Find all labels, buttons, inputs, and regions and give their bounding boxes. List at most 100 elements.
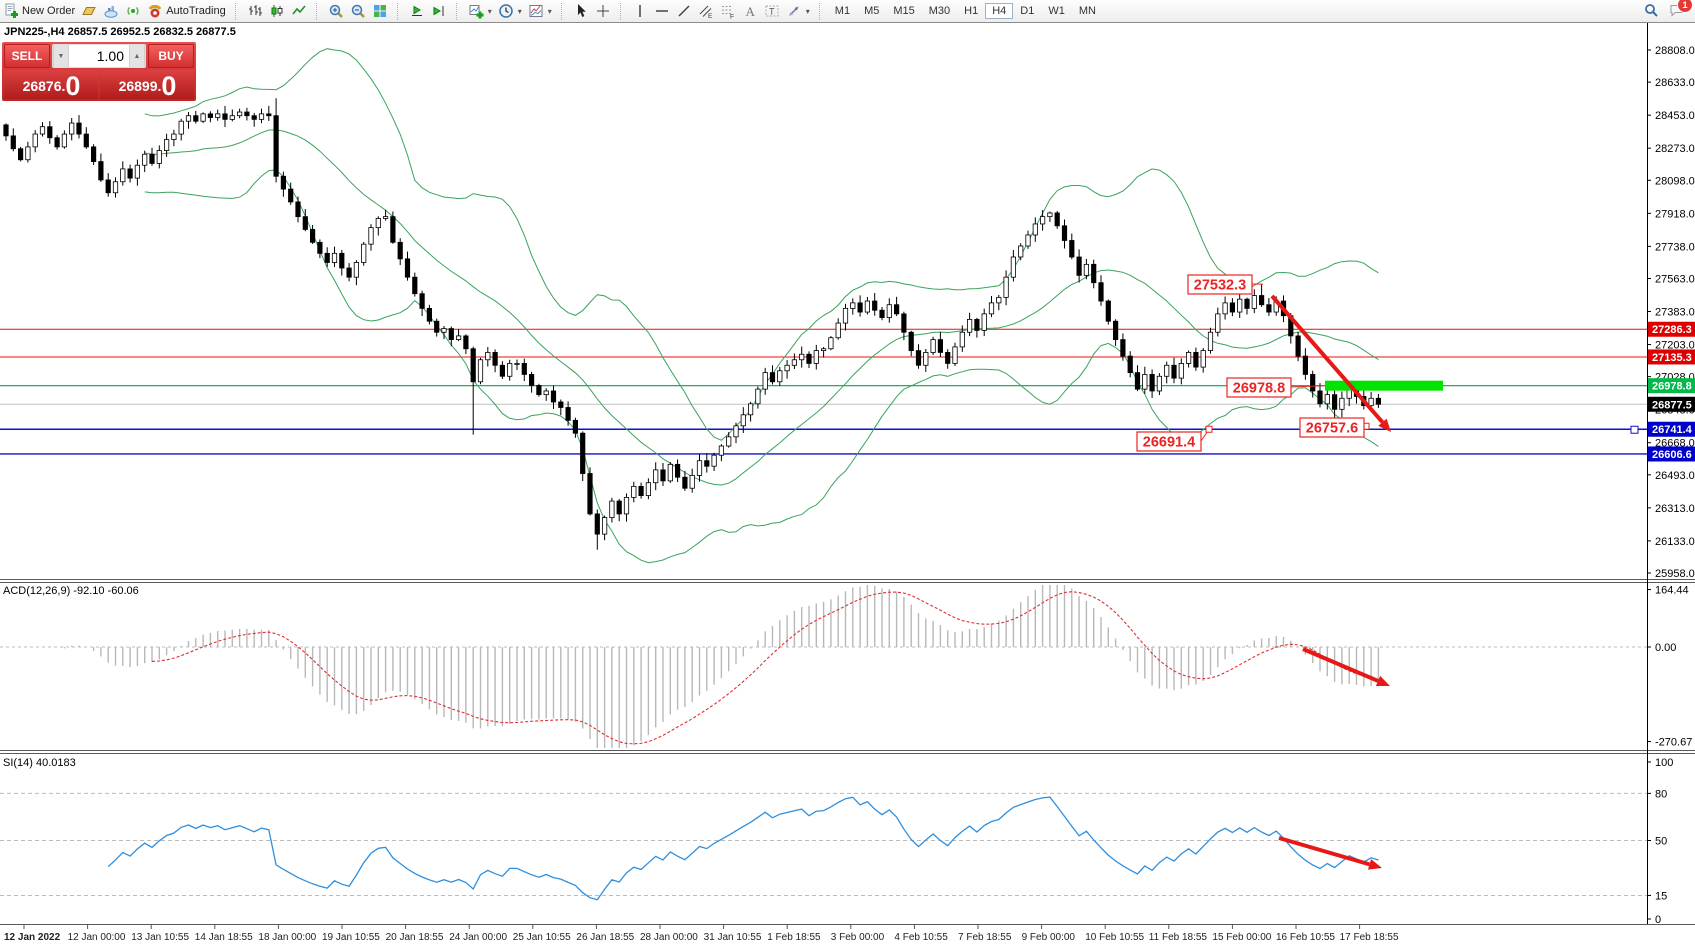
periods-button[interactable]: ▾ — [495, 1, 525, 22]
svg-text:9 Feb 00:00: 9 Feb 00:00 — [1022, 932, 1076, 943]
svg-text:164.44: 164.44 — [1655, 585, 1689, 597]
arrow-tools-button[interactable]: ▾ — [783, 1, 813, 22]
cursor-tool-button[interactable] — [570, 1, 592, 22]
trend-arrow-main[interactable] — [1270, 294, 1391, 432]
svg-text:28273.0: 28273.0 — [1655, 143, 1695, 155]
trendline-tool[interactable] — [673, 1, 695, 22]
text-label-icon: T — [764, 3, 780, 19]
volume-input[interactable] — [69, 45, 129, 67]
price-callout-text: 27532.3 — [1194, 278, 1246, 294]
search-icon — [1643, 3, 1659, 21]
auto-scroll-button[interactable] — [406, 1, 428, 22]
timeframe-w1-button[interactable]: W1 — [1048, 5, 1065, 17]
price-axis[interactable]: 28808.0 28633.0 28453.0 28273.0 28098.0 27918… — [1647, 45, 1695, 580]
price-tag-27135.3 — [1648, 349, 1695, 365]
price-callout-box[interactable] — [1226, 377, 1292, 398]
templates-icon — [528, 3, 544, 19]
tile-windows-button[interactable] — [369, 1, 391, 22]
price-callout-box[interactable] — [1299, 417, 1365, 438]
chevron-down-icon[interactable]: ▾ — [517, 6, 522, 16]
vertical-line-tool[interactable] — [629, 1, 651, 22]
svg-text:1 Feb 18:55: 1 Feb 18:55 — [767, 932, 821, 943]
metaeditor-icon — [81, 3, 97, 19]
templates-button[interactable]: ▾ — [525, 1, 555, 22]
autotrading-button[interactable]: AutoTrading — [144, 1, 229, 22]
svg-text:15 Feb 00:00: 15 Feb 00:00 — [1212, 932, 1271, 943]
timeframe-m1-button[interactable]: M1 — [834, 5, 851, 17]
fibonacci-tool[interactable]: F — [717, 1, 739, 22]
line-chart-button[interactable] — [288, 1, 310, 22]
sell-price-display[interactable]: 26876. 0 — [4, 70, 98, 100]
green-highlight-bar[interactable] — [1325, 380, 1443, 391]
svg-text:25958.0: 25958.0 — [1655, 568, 1695, 580]
rsi-axis[interactable]: 100 80 50 15 0 — [1647, 757, 1673, 926]
timeframe-m5-button[interactable]: M5 — [864, 5, 880, 17]
panel-frames — [0, 23, 1695, 925]
svg-text:-270.67: -270.67 — [1655, 737, 1692, 749]
chart-plot-area[interactable] — [0, 23, 1647, 578]
text-label-tool[interactable]: T — [761, 1, 783, 22]
volume-decrease-button[interactable]: ▼ — [53, 45, 69, 67]
timeframe-m30-button[interactable]: M30 — [928, 5, 951, 17]
buy-price-display[interactable]: 26899. 0 — [100, 70, 194, 101]
zoom-in-button[interactable] — [325, 1, 347, 22]
text-tool[interactable]: A — [739, 1, 761, 22]
svg-text:28453.0: 28453.0 — [1655, 110, 1695, 122]
macd-axis[interactable]: 164.44 0.00 -270.67 — [1647, 585, 1692, 749]
macd-signal-line — [151, 591, 1379, 745]
trend-arrow-macd[interactable] — [1302, 647, 1390, 686]
price-callout-box[interactable] — [1136, 431, 1202, 452]
volume-increase-button[interactable]: ▲ — [129, 45, 145, 67]
search-button[interactable] — [1643, 2, 1659, 21]
channel-tool[interactable]: E — [695, 1, 717, 22]
price-callout-box[interactable] — [1187, 274, 1253, 295]
candlestick-series — [3, 98, 1381, 550]
trend-arrow-rsi[interactable] — [1278, 836, 1382, 870]
timeframe-h4-button[interactable]: H4 — [985, 3, 1014, 19]
line-selection-handle[interactable] — [1630, 425, 1639, 434]
horizontal-line-tool[interactable] — [651, 1, 673, 22]
chevron-down-icon[interactable]: ▾ — [547, 6, 552, 16]
svg-text:26606.6: 26606.6 — [1652, 449, 1692, 461]
toolbar-separator — [455, 2, 461, 20]
price-callouts[interactable]: 27532.3 26978.8 26757.6 26691.4 — [1136, 274, 1370, 452]
auto-scroll-icon — [409, 3, 425, 19]
timeframe-d1-button[interactable]: D1 — [1020, 5, 1035, 17]
svg-text:26493.0: 26493.0 — [1655, 470, 1695, 482]
notifications-button[interactable]: 1 — [1669, 0, 1693, 21]
sell-button[interactable]: SELL — [4, 44, 50, 68]
zoom-out-button[interactable] — [347, 1, 369, 22]
svg-text:A: A — [745, 4, 755, 19]
chevron-down-icon[interactable]: ▾ — [487, 6, 492, 16]
periods-icon — [498, 3, 514, 19]
signals-button[interactable] — [122, 1, 144, 22]
time-axis[interactable]: 12 Jan 2022 12 Jan 00:00 13 Jan 10:55 14 Ja… — [4, 925, 1399, 943]
timeframe-mn-button[interactable]: MN — [1078, 5, 1096, 17]
metaeditor-button[interactable] — [78, 1, 100, 22]
svg-text:13 Jan 10:55: 13 Jan 10:55 — [131, 932, 189, 943]
buy-price-big: 0 — [161, 71, 176, 101]
candlestick-chart-button[interactable] — [266, 1, 288, 22]
horizontal-line-icon — [654, 3, 670, 19]
crosshair-tool-button[interactable] — [592, 1, 614, 22]
virtual-hosting-button[interactable] — [100, 1, 122, 22]
zoom-out-icon — [350, 3, 366, 19]
chevron-down-icon[interactable]: ▾ — [805, 6, 810, 16]
svg-text:27203.0: 27203.0 — [1655, 340, 1695, 352]
svg-text:12 Jan 00:00: 12 Jan 00:00 — [68, 932, 126, 943]
timeframe-h1-button[interactable]: H1 — [964, 5, 979, 17]
bar-chart-button[interactable] — [244, 1, 266, 22]
new-order-button[interactable]: New Order — [0, 1, 78, 22]
toolbar: New Order AutoTrading ▾ ▾ ▾ E F A T ▾ M1 M5 M15 M30 H1… — [0, 0, 1695, 23]
indicators-button[interactable]: ▾ — [465, 1, 495, 22]
chart-shift-button[interactable] — [428, 1, 450, 22]
svg-text:0: 0 — [1655, 914, 1661, 926]
timeframe-m15-button[interactable]: M15 — [893, 5, 915, 17]
svg-text:0.00: 0.00 — [1655, 642, 1676, 654]
buy-button[interactable]: BUY — [148, 44, 194, 68]
fibonacci-icon: F — [720, 3, 736, 19]
toolbar-separator — [234, 2, 240, 20]
new-order-button-label: New Order — [22, 5, 76, 17]
tile-windows-icon — [372, 3, 388, 19]
